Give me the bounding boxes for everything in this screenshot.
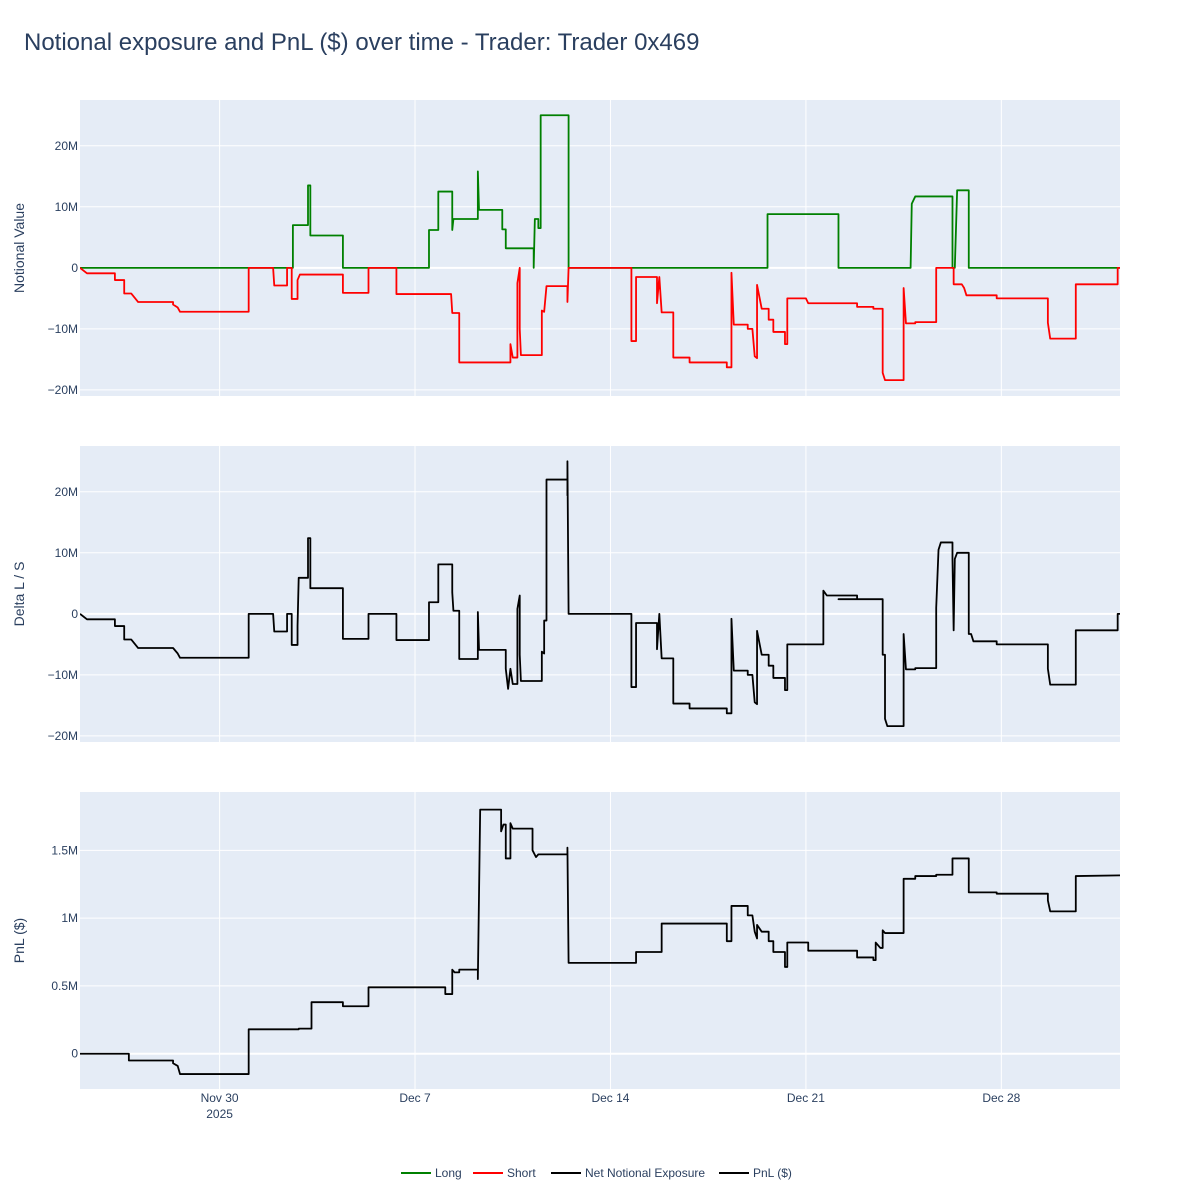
legend-item-net-notional-exposure[interactable]: Net Notional Exposure: [551, 1166, 705, 1180]
legend-item-long[interactable]: Long: [401, 1166, 462, 1180]
series-line-short: [80, 266, 1120, 382]
series-line-net-notional-exposure: [80, 460, 1120, 728]
chart-title: Notional exposure and PnL ($) over time …: [24, 29, 699, 56]
y-axis-title-pnl: PnL ($): [11, 918, 27, 963]
legend-item-short[interactable]: Short: [473, 1166, 536, 1180]
y-tick-label-pnl-3: 0: [71, 1047, 78, 1061]
legend-label: Net Notional Exposure: [585, 1166, 705, 1180]
x-tick-label-1: Dec 7: [399, 1091, 431, 1105]
y-axis-title-delta: Delta L / S: [11, 562, 27, 627]
plot-background-pnl: [80, 792, 1120, 1089]
panel-pnl: 1.5M 1M 0.5M 0 PnL ($): [11, 792, 1120, 1089]
legend-label: Short: [507, 1166, 536, 1180]
y-tick-label-delta-2: 0: [71, 607, 78, 621]
y-tick-label-notional-1: 10M: [55, 200, 78, 214]
y-tick-label-delta-0: 20M: [55, 485, 78, 499]
legend-label: Long: [435, 1166, 462, 1180]
x-axis: Nov 30 2025 Dec 7 Dec 14 Dec 21 Dec 28: [201, 1091, 1021, 1121]
x-tick-label-4: Dec 28: [982, 1091, 1020, 1105]
y-tick-label-delta-3: −10M: [48, 668, 78, 682]
y-tick-label-delta-1: 10M: [55, 546, 78, 560]
legend-item-pnl[interactable]: PnL ($): [719, 1166, 792, 1180]
legend[interactable]: Long Short Net Notional Exposure PnL ($): [401, 1166, 792, 1180]
plot-background-delta: [80, 446, 1120, 742]
y-tick-label-notional-4: −20M: [48, 383, 78, 397]
series-line-pnl: [80, 808, 1120, 1075]
y-tick-label-pnl-2: 0.5M: [51, 979, 78, 993]
panel-delta: 20M 10M 0 −10M −20M Delta L / S: [11, 446, 1120, 743]
y-tick-label-pnl-1: 1M: [61, 911, 78, 925]
x-tick-sublabel-0: 2025: [206, 1107, 233, 1121]
panel-notional: 20M 10M 0 −10M −20M Notional Value: [11, 100, 1120, 397]
x-tick-label-3: Dec 21: [787, 1091, 825, 1105]
y-axis-title-notional: Notional Value: [11, 203, 27, 293]
x-tick-label-2: Dec 14: [591, 1091, 629, 1105]
plot-background-notional: [80, 100, 1120, 396]
y-tick-label-pnl-0: 1.5M: [51, 843, 78, 857]
x-tick-label-0: Nov 30: [201, 1091, 239, 1105]
y-tick-label-notional-0: 20M: [55, 139, 78, 153]
y-tick-label-notional-3: −10M: [48, 322, 78, 336]
y-tick-label-notional-2: 0: [71, 261, 78, 275]
legend-label: PnL ($): [753, 1166, 792, 1180]
y-tick-label-delta-4: −20M: [48, 729, 78, 743]
panels-layer: 20M 10M 0 −10M −20M Notional Value 20M 10M 0 −10M…: [11, 100, 1120, 1089]
series-line-long: [80, 114, 1120, 269]
